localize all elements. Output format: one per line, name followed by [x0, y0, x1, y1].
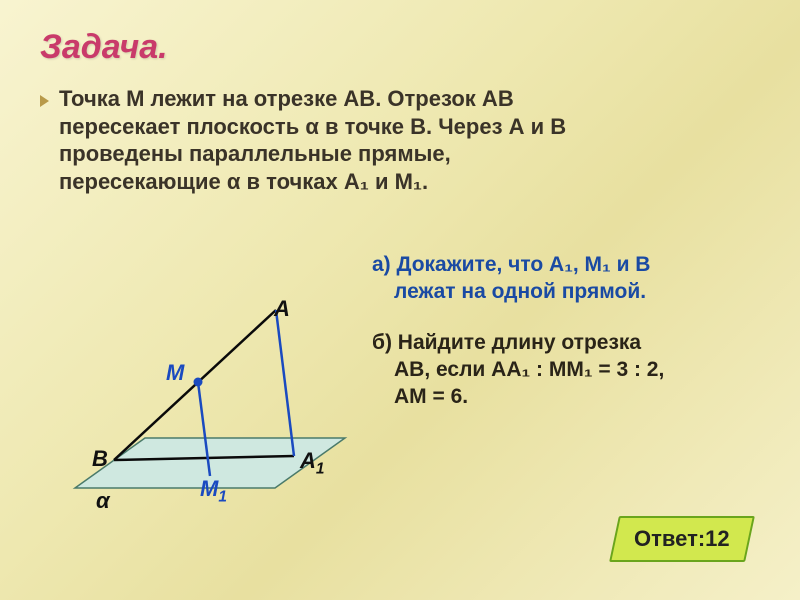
problem-line: Точка М лежит на отрезке АВ. Отрезок АВ — [59, 86, 514, 111]
part-a: а) Докажите, что А₁, М₁ и В лежат на одн… — [372, 252, 752, 306]
bullet-icon — [40, 95, 49, 107]
label-A1: A1 — [300, 448, 324, 478]
diagram-svg — [60, 298, 380, 558]
problem-line: пересекающие α в точках А₁ и М₁. — [59, 169, 428, 194]
point-M — [194, 378, 203, 387]
part-b-line2: АВ, если АА₁ : ММ₁ = 3 : 2, — [394, 357, 752, 384]
label-M1: M1 — [200, 476, 227, 506]
label-alpha: α — [96, 488, 110, 514]
part-a-line2: лежат на одной прямой. — [394, 279, 752, 306]
problem-text: Точка М лежит на отрезке АВ. Отрезок АВ … — [59, 85, 566, 195]
problem-line: пересекает плоскость α в точке В. Через … — [59, 114, 566, 139]
part-b-line3: АМ = 6. — [394, 384, 752, 411]
part-b: б) Найдите длину отрезка АВ, если АА₁ : … — [372, 330, 752, 411]
label-M: M — [166, 360, 184, 386]
label-A: A — [274, 296, 290, 322]
part-a-line1: а) Докажите, что А₁, М₁ и В — [372, 252, 752, 279]
part-b-line1: б) Найдите длину отрезка — [372, 330, 752, 357]
slide-title: Задача. — [40, 28, 760, 67]
label-B: B — [92, 446, 108, 472]
answer-box: Ответ:12 — [609, 516, 754, 562]
problem-statement: Точка М лежит на отрезке АВ. Отрезок АВ … — [40, 85, 760, 195]
answer-text: Ответ:12 — [634, 526, 730, 552]
geometry-diagram: A M B M1 A1 α — [60, 298, 380, 558]
problem-line: проведены параллельные прямые, — [59, 141, 451, 166]
line-A-A1 — [276, 310, 294, 456]
